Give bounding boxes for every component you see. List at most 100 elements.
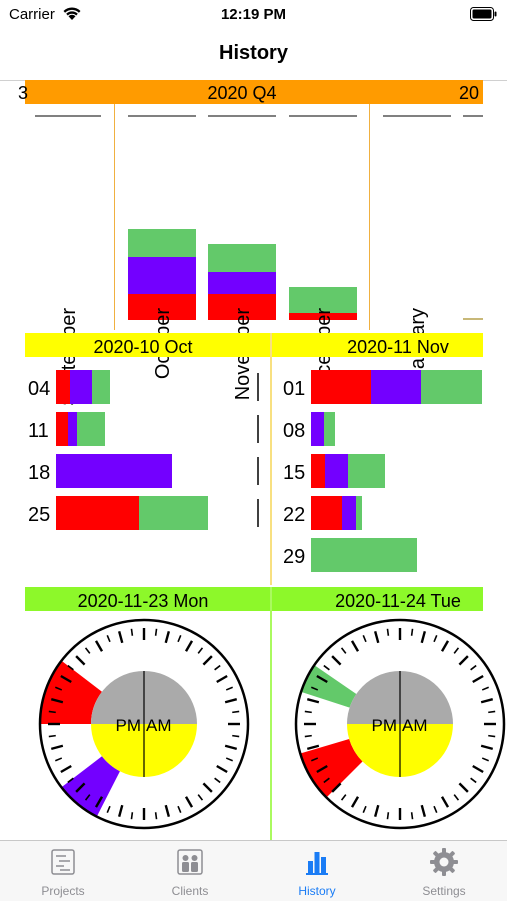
clients-icon — [177, 849, 203, 875]
day-title-right: 2020-11-24 Tue — [335, 591, 461, 611]
status-bar: Carrier 12:19 PM — [0, 0, 507, 30]
clock-tick — [214, 664, 221, 671]
clock-tick — [130, 812, 134, 820]
clock-tick — [67, 664, 74, 671]
clock-tick — [75, 655, 86, 666]
day-title-left: 2020-11-23 Mon — [78, 591, 209, 611]
week-bar-segment — [311, 370, 371, 404]
clock-tick — [480, 744, 494, 751]
clock-tick — [106, 805, 111, 813]
week-bar-segment — [56, 370, 70, 404]
tab-projects[interactable]: Projects — [0, 841, 126, 901]
clock-tick — [472, 674, 484, 684]
week-day-label: 01 — [283, 378, 305, 400]
clock-tick — [386, 628, 390, 636]
month-bar-segment — [289, 313, 357, 320]
week-bar-segment — [348, 454, 385, 488]
clock-tick — [470, 777, 477, 784]
clock-tick — [306, 744, 320, 751]
tab-settings-label: Settings — [422, 884, 466, 898]
clock-tick — [48, 710, 56, 714]
clock-tick — [67, 777, 74, 784]
week-header-right — [272, 333, 483, 357]
clock-tick — [488, 710, 496, 714]
week-bar-segment — [56, 454, 172, 488]
clock-tick — [453, 647, 460, 654]
week-day-label: 08 — [283, 420, 305, 442]
clock-tick — [433, 805, 438, 813]
month-bars: SeptemberOctoberNovemberDecemberJanuary — [35, 104, 483, 406]
clock-tick — [362, 805, 367, 813]
clock-tick — [214, 777, 221, 784]
week-bar-segment — [139, 496, 208, 530]
week-bar-segment — [342, 496, 356, 530]
clock-rim — [294, 618, 506, 830]
clock-tick — [55, 686, 63, 691]
clock-tick — [177, 805, 182, 813]
clock-tick — [75, 782, 86, 793]
month-bar-segment — [289, 287, 357, 313]
history-content[interactable]: 3 2020 Q4 20 SeptemberOctoberNovemberDec… — [0, 80, 507, 840]
tab-settings[interactable]: Settings — [381, 841, 507, 901]
clock-activity-sector — [300, 739, 363, 798]
clock-tick — [340, 794, 347, 801]
month-bar-segment — [128, 257, 196, 294]
clock-tick — [362, 635, 367, 643]
day-header-right — [272, 587, 483, 611]
clock-tick — [481, 757, 489, 762]
clock-tick — [331, 655, 342, 666]
clock-tick — [232, 710, 240, 714]
week-bar-segment — [421, 370, 482, 404]
clock-tick — [50, 744, 64, 751]
gear-icon — [430, 848, 458, 876]
clock-tick — [60, 764, 72, 774]
week-day-label: 15 — [283, 462, 305, 484]
clock-tick — [224, 697, 238, 704]
page-title: History — [219, 42, 288, 64]
month-bar-segment — [208, 294, 276, 320]
clock-tick — [340, 647, 347, 654]
wifi-icon — [63, 7, 81, 20]
week-day-label: 18 — [28, 462, 50, 484]
day-section[interactable]: 2020-11-23 Mon 2020-11-24 Tue PM AM PM AM — [25, 587, 506, 840]
clock-tick — [117, 630, 124, 644]
quarter-title: 2020 Q4 — [207, 83, 276, 103]
clock-tick — [440, 796, 450, 808]
clock-tick — [154, 628, 158, 636]
day-header-left — [25, 587, 270, 611]
month-bar-segment — [128, 229, 196, 257]
clock-tick — [154, 812, 158, 820]
clock-tick — [458, 782, 469, 793]
clock-tick — [197, 647, 204, 654]
week-section[interactable]: 2020-10 Oct 2020-11 Nov 04 11 18 25 01 08 15 22… — [25, 333, 483, 585]
tab-bar: Projects Clients History — [0, 840, 507, 901]
quarter-next-label: 20 — [459, 83, 479, 103]
clock-tick — [164, 630, 171, 644]
clock-tick — [216, 674, 228, 684]
month-bar-segment — [128, 294, 196, 320]
navigation-bar: History — [0, 30, 507, 81]
clock-tick — [177, 635, 182, 643]
week-bar-segment — [356, 496, 362, 530]
tab-clients[interactable]: Clients — [127, 841, 253, 901]
projects-icon — [51, 849, 75, 875]
week-bar-segment — [325, 454, 348, 488]
clock-tick — [480, 697, 494, 704]
clock-tick — [420, 630, 427, 644]
clock-tick — [323, 664, 330, 671]
tab-clients-label: Clients — [171, 884, 209, 898]
clock-tick — [331, 782, 342, 793]
week-title-left: 2020-10 Oct — [93, 337, 192, 357]
clock-tick — [202, 782, 213, 793]
clock-tick — [224, 744, 238, 751]
clock-tick — [316, 764, 328, 774]
tab-history[interactable]: History — [254, 841, 380, 901]
clock-tick — [311, 686, 319, 691]
clock-tick — [420, 804, 427, 818]
week-bar-segment — [56, 412, 68, 446]
month-bar-segment — [208, 272, 276, 294]
clock-tick — [94, 796, 104, 808]
clock-tick — [453, 794, 460, 801]
clock-tick — [488, 734, 496, 738]
clock-tick — [117, 804, 124, 818]
